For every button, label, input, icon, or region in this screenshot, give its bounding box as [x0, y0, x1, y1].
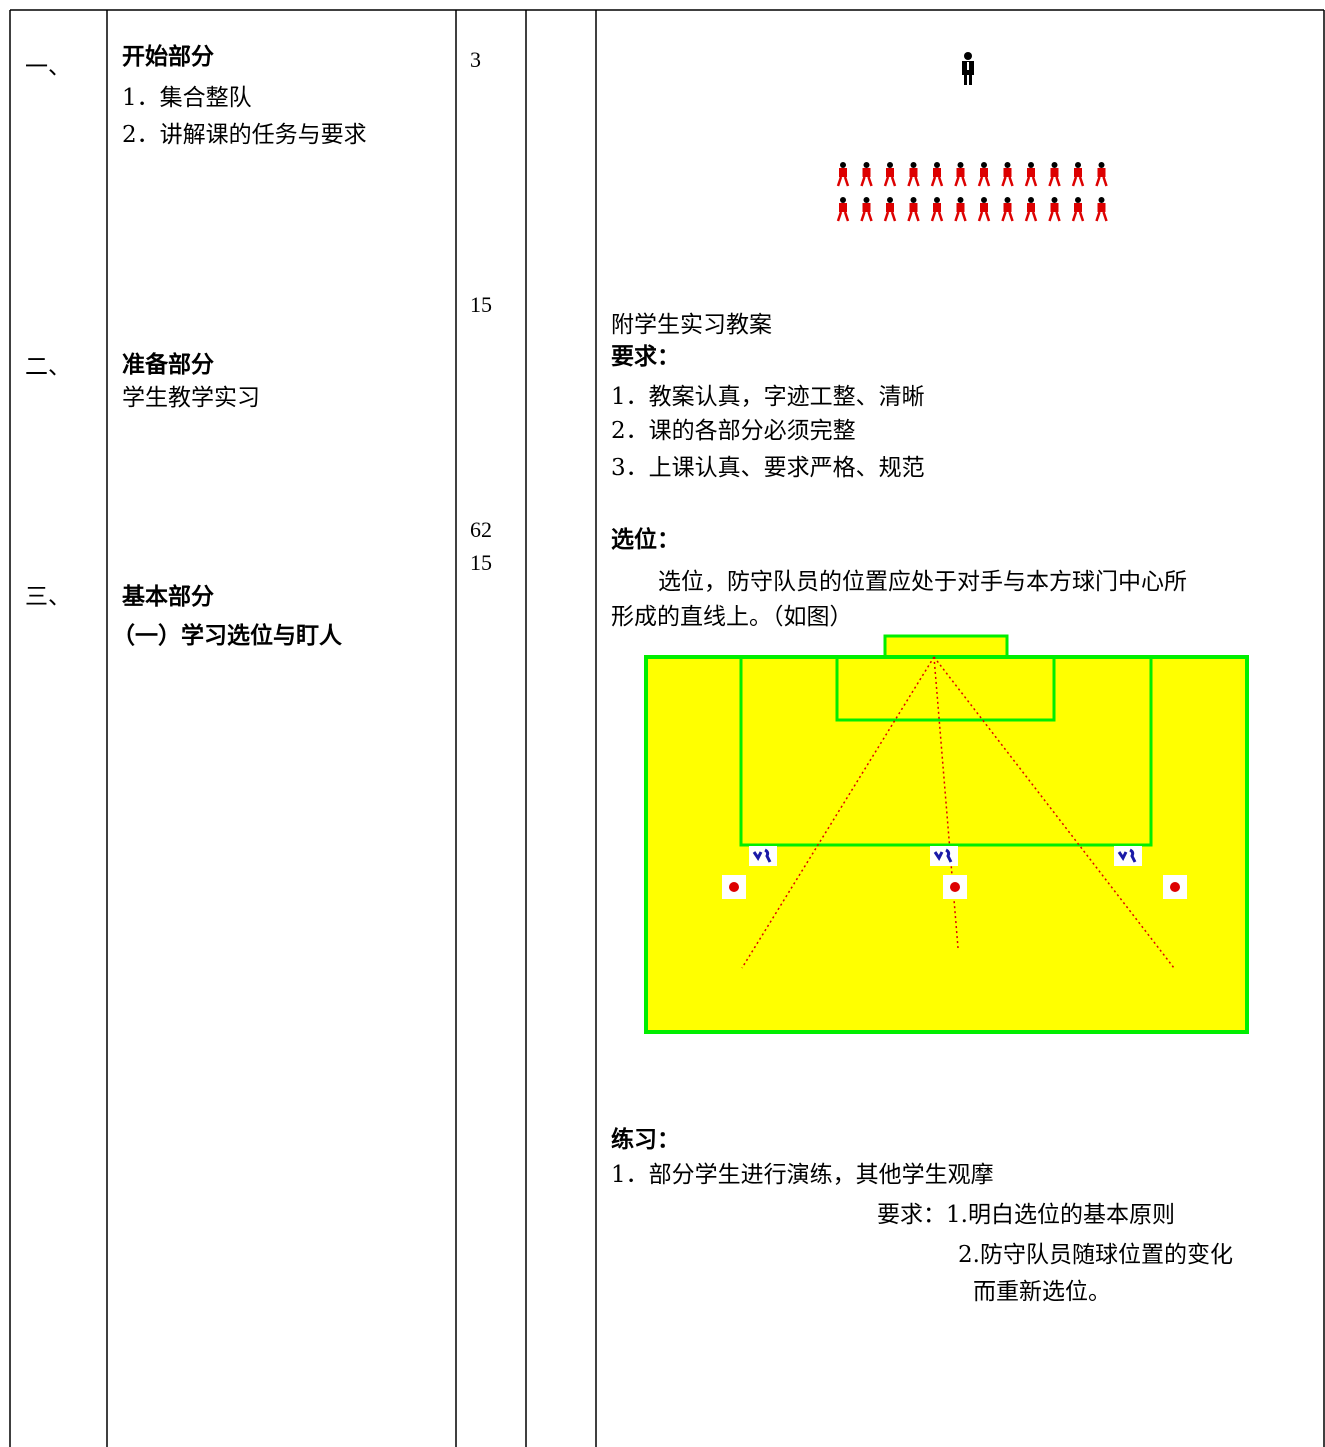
section-number: 二、 — [25, 354, 71, 380]
section-number: 一、 — [25, 54, 71, 80]
student-icon — [930, 197, 944, 222]
field-diagram — [644, 634, 1249, 1034]
student-icon — [907, 162, 920, 187]
student-icon — [954, 162, 967, 187]
note-title: 选位： — [611, 527, 680, 553]
defender-icon — [749, 846, 777, 866]
item: 2．讲解课的任务与要求 — [122, 122, 367, 148]
student-icon — [907, 197, 920, 222]
ball-icon — [1163, 875, 1187, 899]
student-icon — [860, 162, 873, 187]
note-text: 形成的直线上。（如图） — [611, 604, 853, 630]
note-item: 而重新选位。 — [973, 1279, 1111, 1305]
student-icon — [1071, 197, 1085, 222]
ball-icon — [722, 875, 746, 899]
student-icon — [1095, 197, 1108, 222]
table-lines — [9, 9, 1325, 1447]
student-icon — [1071, 162, 1085, 187]
student-icon — [1024, 162, 1038, 187]
student-icon — [1095, 162, 1108, 187]
note-title: 练习： — [611, 1127, 680, 1153]
note-item: 要求：1.明白选位的基本原则 — [877, 1202, 1175, 1228]
section-number: 三、 — [25, 584, 71, 610]
item: 1．集合整队 — [122, 85, 252, 111]
section-heading: 开始部分 — [122, 44, 214, 70]
time: 62 — [470, 517, 492, 542]
student-icon — [954, 197, 967, 222]
note-title: 要求： — [611, 344, 680, 370]
student-formation — [836, 162, 1108, 222]
sub-heading: （一）学习选位与盯人 — [112, 623, 342, 649]
time: 15 — [470, 292, 492, 317]
note-item: 3．上课认真、要求严格、规范 — [611, 455, 925, 481]
student-icon — [930, 162, 944, 187]
note-item: 2.防守队员随球位置的变化 — [958, 1242, 1233, 1268]
time: 3 — [470, 47, 481, 72]
defender-icon — [930, 846, 958, 866]
section-heading: 基本部分 — [122, 584, 214, 610]
student-icon — [883, 162, 897, 187]
student-icon — [836, 197, 850, 222]
student-icon — [836, 162, 850, 187]
section-heading: 准备部分 — [122, 352, 214, 378]
student-icon — [1048, 197, 1061, 222]
student-icon — [883, 197, 897, 222]
teacher-icon — [962, 52, 974, 85]
note-item: 1．部分学生进行演练，其他学生观摩 — [611, 1162, 994, 1188]
item: 学生教学实习 — [122, 385, 260, 411]
note-item: 1．教案认真，字迹工整、清晰 — [611, 384, 925, 410]
student-icon — [1001, 197, 1014, 222]
ball-icon — [943, 875, 967, 899]
student-icon — [977, 197, 991, 222]
student-icon — [977, 162, 991, 187]
note-item: 2．课的各部分必须完整 — [611, 418, 856, 444]
defender-icon — [1114, 846, 1142, 866]
note-text: 选位，防守队员的位置应处于对手与本方球门中心所 — [658, 569, 1187, 595]
note: 附学生实习教案 — [611, 312, 772, 338]
time: 15 — [470, 550, 492, 575]
student-icon — [1024, 197, 1038, 222]
student-icon — [1001, 162, 1014, 187]
student-icon — [860, 197, 873, 222]
student-icon — [1048, 162, 1061, 187]
